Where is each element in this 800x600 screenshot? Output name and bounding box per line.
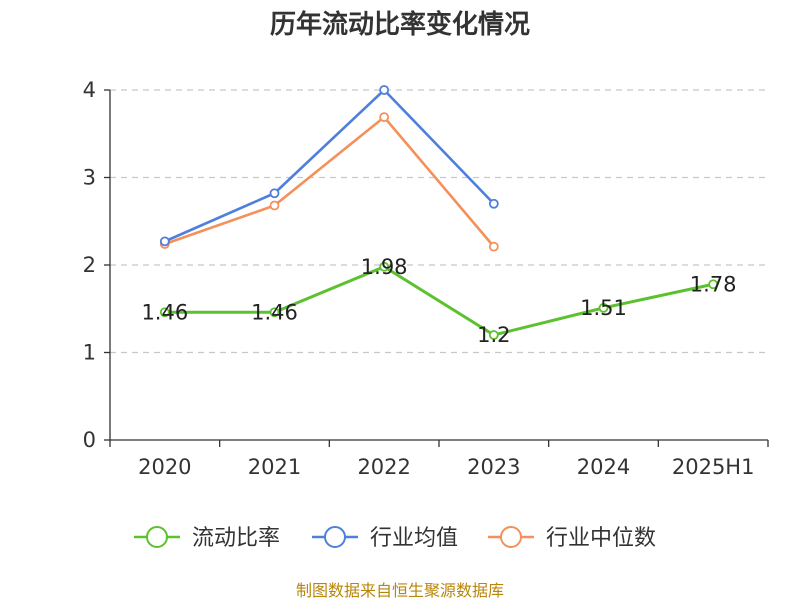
legend-label: 行业均值 bbox=[370, 526, 458, 551]
axes: 0 1 2 3 4 2020 2021 2022 2023 2024 2025H1 bbox=[83, 78, 769, 479]
x-tick-label: 2023 bbox=[467, 455, 520, 479]
y-tick-label: 4 bbox=[83, 78, 96, 102]
legend-marker bbox=[500, 526, 522, 548]
y-tick-label: 0 bbox=[83, 428, 96, 452]
data-label: 1.46 bbox=[141, 300, 188, 324]
data-point bbox=[379, 261, 390, 272]
x-tick-label: 2020 bbox=[138, 455, 191, 479]
data-point bbox=[488, 330, 499, 340]
data-point bbox=[708, 279, 719, 290]
data-label: 1.46 bbox=[251, 300, 298, 324]
series-line-0 bbox=[164, 265, 714, 337]
chart-title: 历年流动比率变化情况 bbox=[270, 9, 530, 40]
legend-item[interactable]: 行业均值 bbox=[312, 526, 458, 551]
data-label: 1.78 bbox=[690, 272, 737, 296]
data-point bbox=[379, 112, 390, 123]
y-tick-label: 2 bbox=[83, 253, 96, 277]
data-point bbox=[269, 188, 280, 199]
data-labels: 1.46 1.46 1.98 1.2 1.51 1.78 bbox=[141, 255, 736, 347]
data-point bbox=[159, 307, 170, 318]
x-tick-label: 2025H1 bbox=[672, 455, 755, 479]
legend-label: 行业中位数 bbox=[546, 526, 656, 551]
legend-item[interactable]: 流动比率 bbox=[134, 526, 280, 551]
data-point bbox=[488, 241, 499, 252]
data-point bbox=[269, 307, 280, 318]
x-tick-label: 2021 bbox=[248, 455, 301, 479]
legend-marker bbox=[146, 526, 168, 548]
legend-item[interactable]: 行业中位数 bbox=[488, 526, 656, 551]
legend-label: 流动比率 bbox=[192, 526, 280, 551]
data-point bbox=[159, 236, 170, 247]
data-point bbox=[269, 200, 280, 211]
legend[interactable]: 流动比率 行业均值 行业中位数 bbox=[134, 526, 656, 551]
y-tick-label: 3 bbox=[83, 166, 96, 190]
data-point bbox=[379, 85, 390, 95]
data-label: 1.2 bbox=[477, 323, 510, 347]
x-tick-label: 2022 bbox=[357, 455, 410, 479]
series-line-1 bbox=[164, 88, 495, 243]
data-label: 1.51 bbox=[580, 296, 627, 320]
x-tick-label: 2024 bbox=[577, 455, 630, 479]
data-point bbox=[488, 198, 499, 209]
source-note: 制图数据来自恒生聚源数据库 bbox=[296, 581, 504, 600]
y-tick-label: 1 bbox=[83, 341, 96, 365]
series-line-2 bbox=[164, 115, 495, 248]
series-group bbox=[159, 85, 719, 340]
data-label: 1.98 bbox=[361, 255, 408, 279]
data-point bbox=[598, 302, 609, 313]
legend-marker bbox=[324, 526, 346, 548]
